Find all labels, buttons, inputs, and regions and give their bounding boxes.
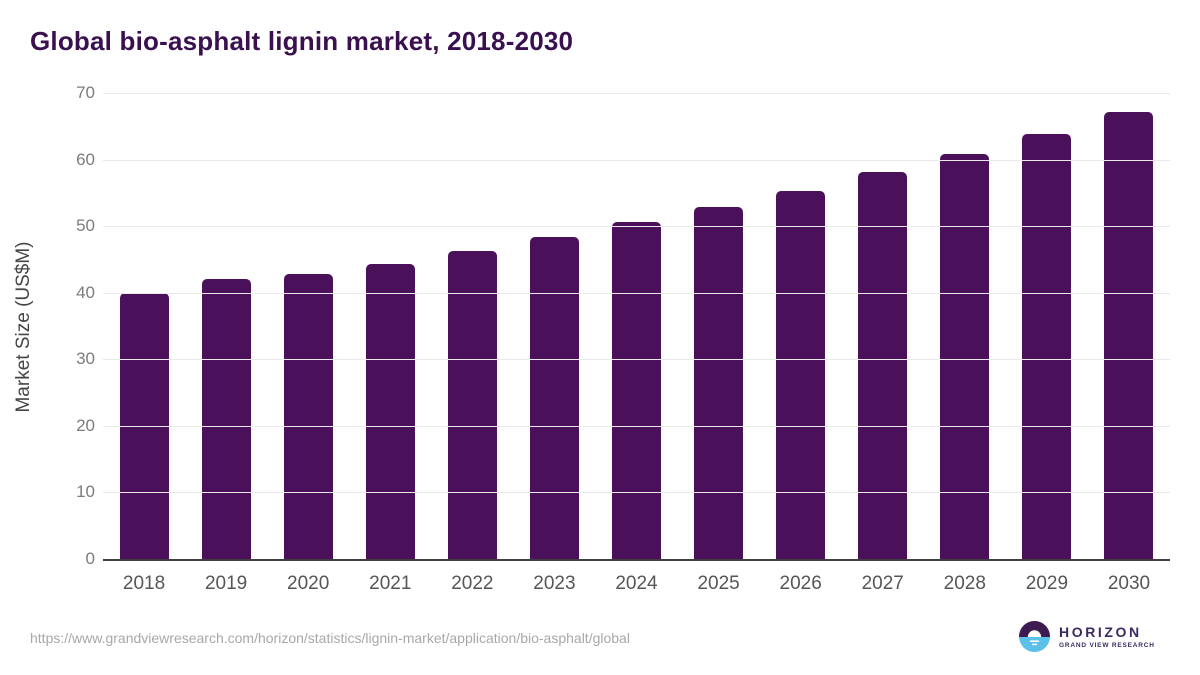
x-tick-label-2019: 2019 [204,573,248,594]
bar-slot-2029: 2029 [1006,93,1088,594]
bar-2024 [612,222,661,559]
x-tick-label-2021: 2021 [369,573,412,594]
horizon-logo: HORIZON GRAND VIEW RESEARCH [1019,621,1155,652]
y-tick-label-50: 50 [76,216,95,236]
x-tick-label-2022: 2022 [451,573,494,594]
logo-text-block: HORIZON GRAND VIEW RESEARCH [1059,623,1155,649]
bar-2027 [858,172,908,559]
y-tick-label-40: 40 [76,282,95,302]
x-tick-label-2018: 2018 [122,573,166,594]
bar-slot-2018: 2018 [103,93,185,594]
bar-2025 [694,206,744,559]
bar-slot-2019: 2019 [185,93,267,594]
gridline-30 [103,359,1170,361]
bars-container: 2018 2019 2020 2021 2022 2023 2024 2025 2026 2027… [103,93,1170,594]
source-url: https://www.grandviewresearch.com/horizo… [30,630,630,646]
plot-area: 2018 2019 2020 2021 2022 2023 2024 2025 2026 2027… [103,93,1170,594]
bar-2021 [365,264,415,559]
y-tick-label-0: 0 [85,549,95,568]
x-tick-label-2030: 2030 [1107,573,1151,594]
bar-2028 [940,153,990,559]
x-tick-label-2029: 2029 [1025,573,1069,594]
x-tick-label-2028: 2028 [943,573,986,594]
bar-slot-2020: 2020 [267,93,349,594]
bar-slot-2024: 2024 [595,93,677,594]
horizon-sun-icon [1019,621,1050,652]
bar-slot-2026: 2026 [760,93,842,594]
y-tick-label-30: 30 [76,349,95,369]
chart-title: Global bio-asphalt lignin market, 2018-2… [30,26,574,56]
y-tick-label-10: 10 [76,482,95,502]
bar-2023 [529,236,579,559]
x-tick-label-2027: 2027 [861,573,904,594]
y-tick-label-70: 70 [76,83,95,102]
y-tick-label-20: 20 [76,415,95,435]
bar-slot-2028: 2028 [924,93,1006,594]
gridline-60 [103,159,1170,161]
bar-2020 [283,274,333,559]
bar-2030 [1104,111,1154,559]
bar-slot-2021: 2021 [349,93,431,594]
gridline-40 [103,292,1170,294]
logo-subtitle: GRAND VIEW RESEARCH [1059,641,1155,649]
gridline-10 [103,492,1170,494]
x-tick-label-2025: 2025 [697,573,740,594]
bar-2022 [447,251,497,559]
logo-wordmark: HORIZON [1059,623,1142,640]
gridline-50 [103,226,1170,228]
bar-slot-2023: 2023 [513,93,595,594]
x-tick-label-2026: 2026 [779,573,822,594]
bar-slot-2025: 2025 [678,93,760,594]
x-tick-label-2024: 2024 [615,573,658,594]
bar-slot-2027: 2027 [842,93,924,594]
bar-2026 [776,190,826,559]
bar-2029 [1022,133,1072,559]
x-tick-label-2023: 2023 [533,573,576,594]
gridline-20 [103,425,1170,427]
bar-slot-2030: 2030 [1088,93,1170,594]
bar-2019 [201,279,251,559]
bar-slot-2022: 2022 [431,93,513,594]
gridline-70 [103,93,1170,94]
x-tick-label-2020: 2020 [287,573,330,594]
y-axis-title: Market Size (US$M) [13,241,34,413]
y-tick-label-60: 60 [76,149,95,169]
